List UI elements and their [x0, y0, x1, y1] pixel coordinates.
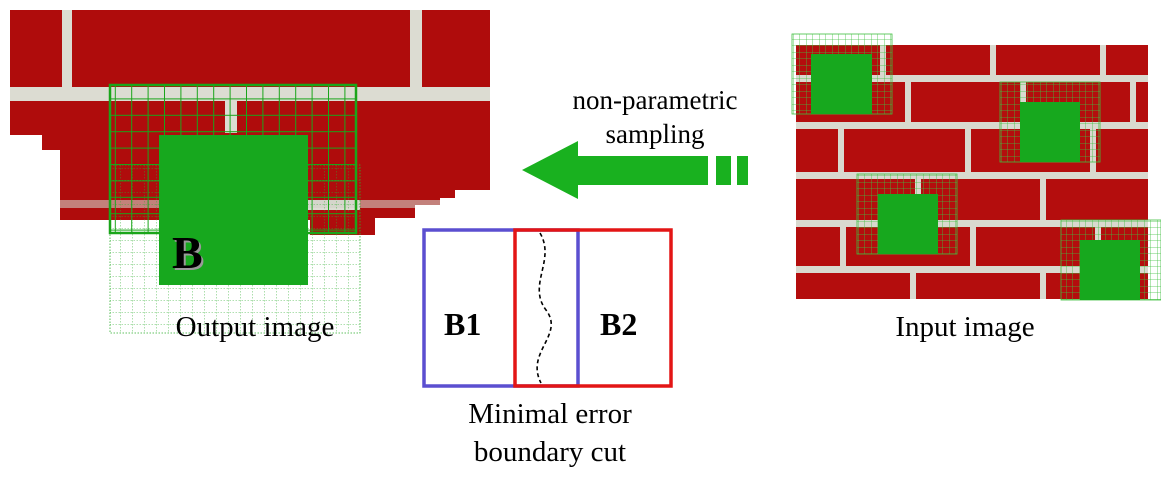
input-patch-3: [856, 173, 958, 255]
sampling-label-line1: non-parametric: [572, 85, 738, 115]
block-b-label: B: [172, 227, 203, 278]
block-b2-label: B2: [600, 306, 638, 342]
output-image-label: Output image: [175, 311, 335, 343]
sampling-label: non-parametric sampling: [545, 83, 765, 151]
sampling-arrow: [522, 141, 748, 199]
boundary-cut-line1: Minimal error: [468, 398, 632, 430]
block-b2-frame: [513, 228, 673, 388]
input-patch-4: [1060, 219, 1161, 301]
block-b1-label: B1: [444, 306, 482, 342]
input-patch-1: [791, 33, 893, 115]
boundary-cut-curve: [536, 232, 553, 384]
input-patch-2: [999, 81, 1101, 163]
boundary-cut-line2: boundary cut: [473, 436, 627, 468]
block-b: [159, 135, 308, 285]
boundary-cut-label: Minimal error boundary cut: [420, 395, 680, 471]
input-image-label: Input image: [895, 311, 1035, 343]
sampling-label-line2: sampling: [605, 119, 705, 149]
block-b1-frame: [422, 228, 580, 388]
